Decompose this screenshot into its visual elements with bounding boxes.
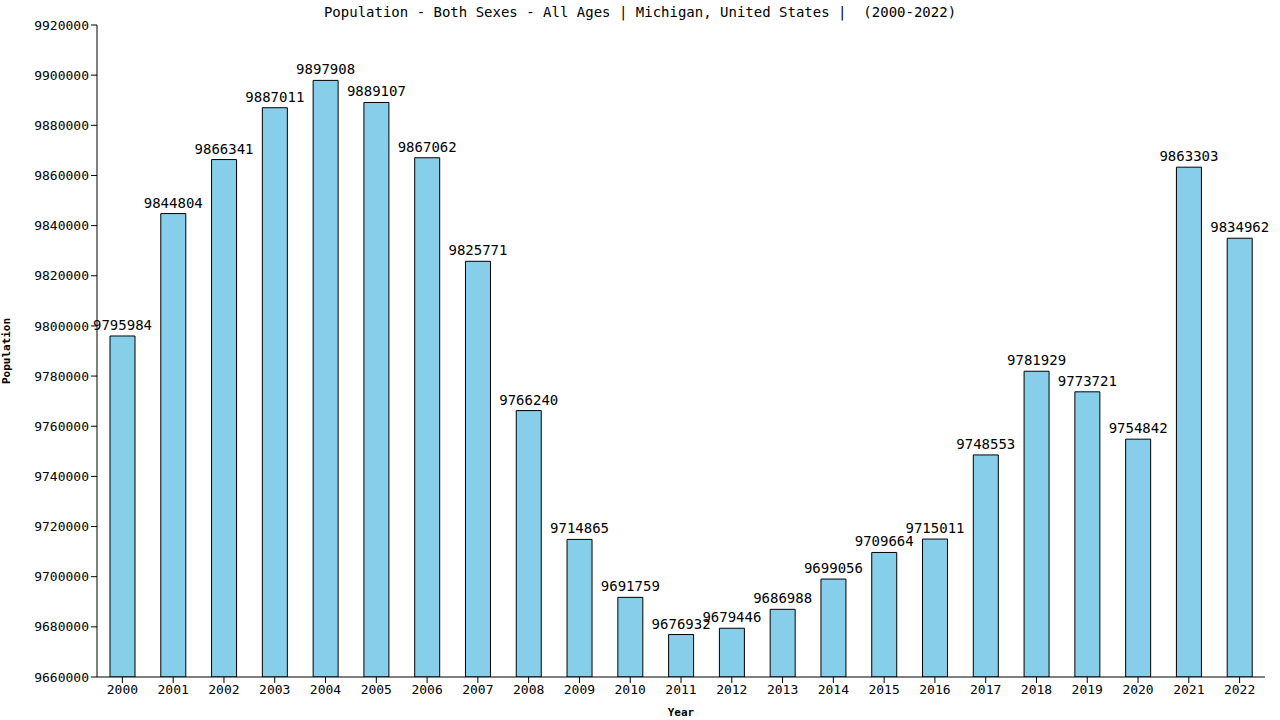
svg-text:9709664: 9709664	[854, 533, 914, 550]
svg-text:9820000: 9820000	[34, 268, 89, 283]
svg-text:2000: 2000	[107, 682, 138, 697]
svg-text:9867062: 9867062	[398, 139, 457, 155]
svg-text:9863303: 9863303	[1159, 148, 1218, 164]
svg-text:9740000: 9740000	[34, 469, 89, 484]
svg-text:9860000: 9860000	[34, 168, 89, 183]
svg-text:9825771: 9825771	[448, 242, 507, 258]
svg-text:9748553: 9748553	[956, 436, 1015, 452]
svg-text:9781929: 9781929	[1007, 352, 1066, 368]
svg-text:2014: 2014	[818, 682, 849, 697]
svg-text:9800000: 9800000	[34, 319, 89, 334]
svg-text:2009: 2009	[564, 682, 595, 697]
svg-text:9773721: 9773721	[1058, 373, 1117, 389]
svg-text:2015: 2015	[868, 682, 899, 697]
svg-text:9715011: 9715011	[906, 520, 965, 536]
svg-text:9660000: 9660000	[34, 670, 89, 685]
svg-text:2012: 2012	[716, 682, 747, 697]
svg-text:9834962: 9834962	[1210, 219, 1269, 235]
svg-text:9887011: 9887011	[245, 89, 304, 105]
svg-text:9880000: 9880000	[34, 118, 89, 133]
svg-text:Population: Population	[8, 318, 13, 384]
svg-text:9897908: 9897908	[296, 61, 355, 77]
svg-text:9700000: 9700000	[34, 569, 89, 584]
svg-text:2021: 2021	[1173, 682, 1204, 697]
svg-text:9889107: 9889107	[347, 83, 406, 99]
svg-text:2003: 2003	[259, 682, 290, 697]
svg-text:2017: 2017	[970, 682, 1001, 697]
svg-text:2011: 2011	[665, 682, 696, 697]
svg-text:9866341: 9866341	[195, 141, 254, 157]
svg-text:9679446: 9679446	[702, 609, 761, 625]
svg-text:9676932: 9676932	[651, 615, 711, 632]
svg-text:9844804: 9844804	[144, 195, 203, 211]
svg-text:2010: 2010	[615, 682, 646, 697]
svg-text:9766240: 9766240	[499, 392, 558, 408]
svg-text:9760000: 9760000	[34, 419, 89, 434]
svg-text:9754842: 9754842	[1109, 420, 1168, 436]
svg-text:2002: 2002	[208, 682, 239, 697]
svg-text:2022: 2022	[1224, 682, 1255, 697]
svg-text:9714865: 9714865	[550, 520, 609, 536]
svg-text:2006: 2006	[411, 682, 442, 697]
svg-text:2016: 2016	[919, 682, 950, 697]
svg-text:9686988: 9686988	[753, 590, 812, 606]
svg-text:9720000: 9720000	[34, 519, 89, 534]
svg-text:9699056: 9699056	[804, 560, 863, 576]
svg-text:2001: 2001	[158, 682, 189, 697]
svg-text:2013: 2013	[767, 682, 798, 697]
svg-text:2004: 2004	[310, 682, 341, 697]
svg-text:9920000: 9920000	[34, 18, 89, 33]
svg-text:2008: 2008	[513, 682, 544, 697]
svg-text:9795984: 9795984	[93, 317, 152, 333]
svg-text:2020: 2020	[1122, 682, 1153, 697]
svg-text:9680000: 9680000	[34, 619, 89, 634]
svg-text:2018: 2018	[1021, 682, 1052, 697]
svg-text:9900000: 9900000	[34, 68, 89, 83]
svg-text:Year: Year	[668, 706, 695, 719]
svg-text:2007: 2007	[462, 682, 493, 697]
svg-text:9780000: 9780000	[34, 369, 89, 384]
html-text:Population - Both Sexes - All: Population - Both Sexes - All Ages | Mic…	[323, 4, 957, 20]
svg-text:2005: 2005	[361, 682, 392, 697]
svg-text:9840000: 9840000	[34, 218, 89, 233]
svg-text:2019: 2019	[1072, 682, 1103, 697]
svg-text:9691759: 9691759	[601, 578, 660, 594]
